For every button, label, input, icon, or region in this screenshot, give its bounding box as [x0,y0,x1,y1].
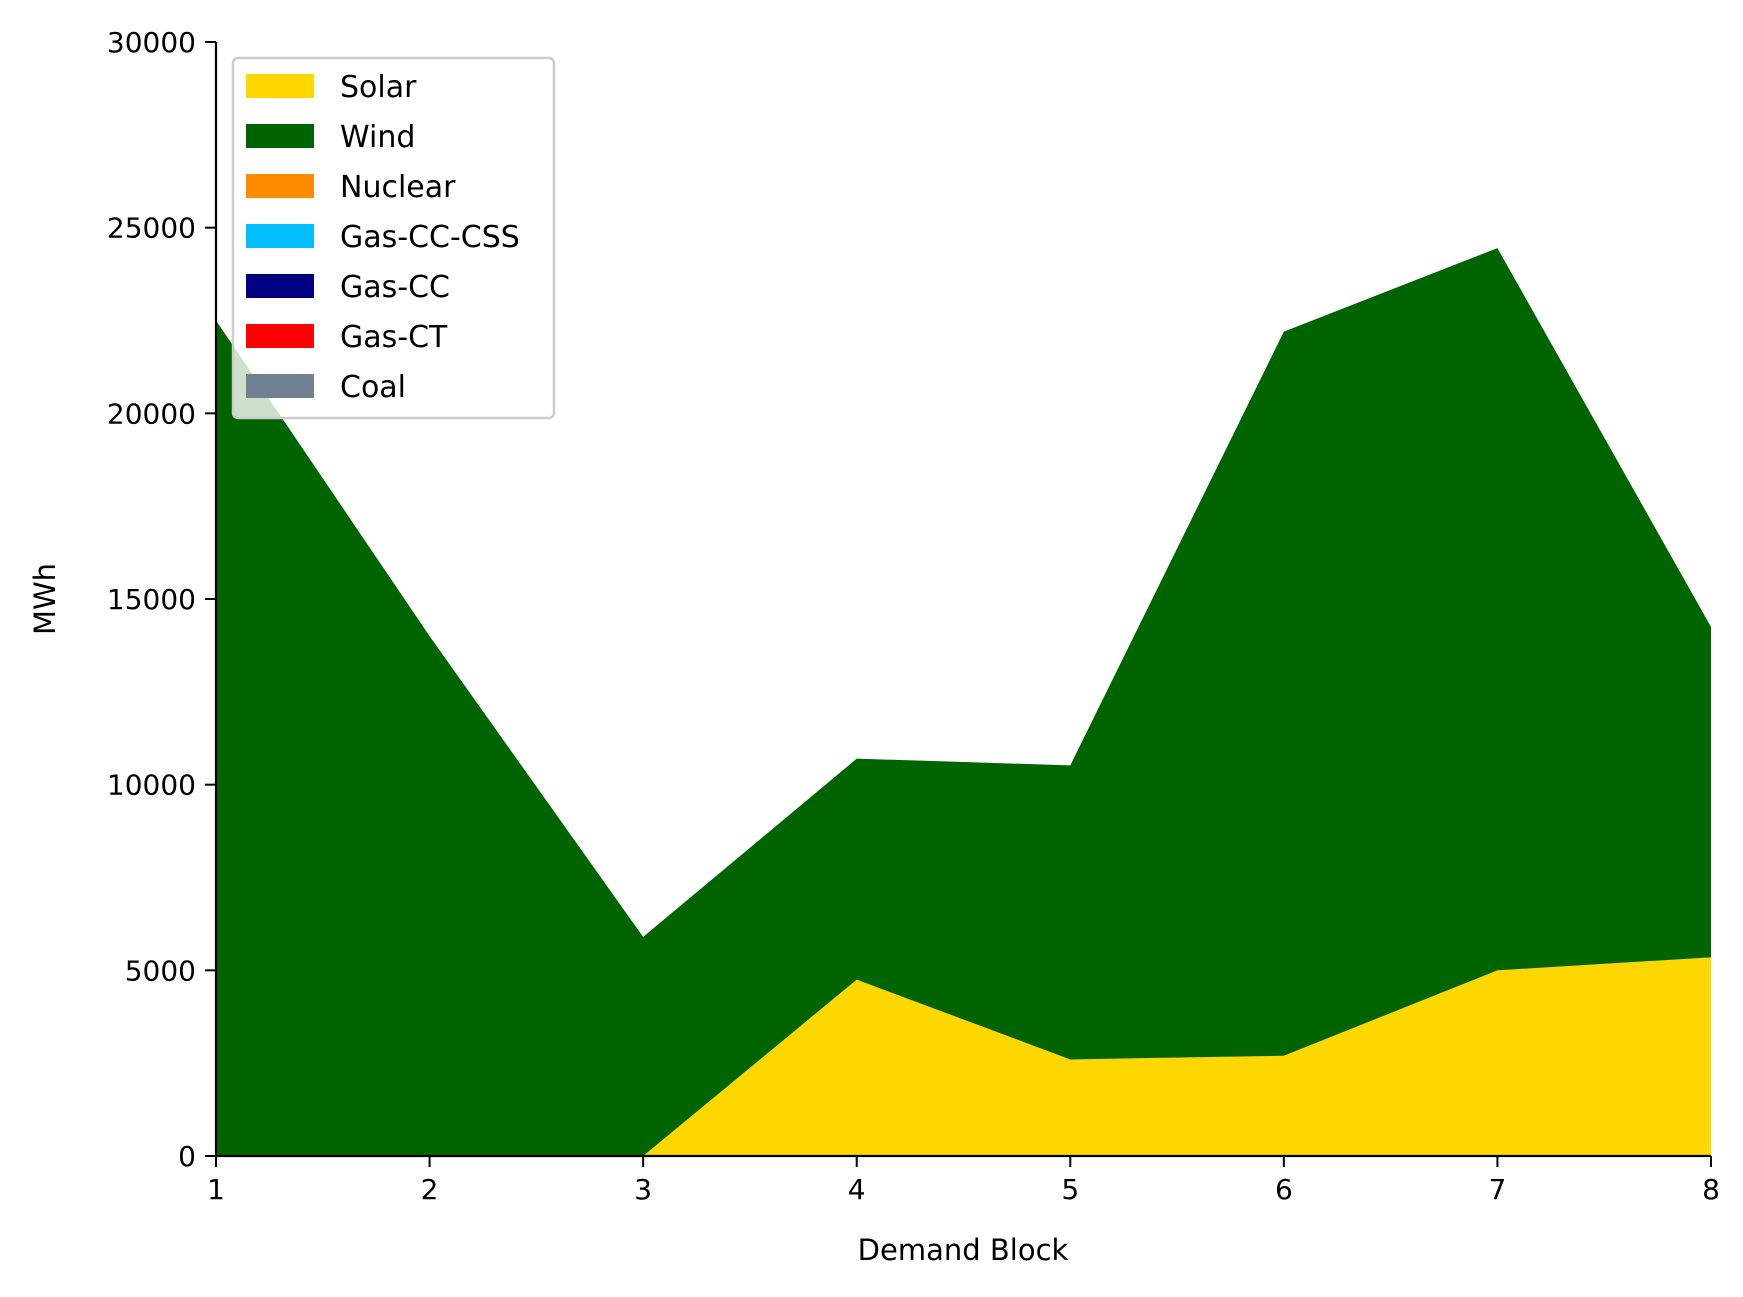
y-tick-label: 10000 [107,769,196,802]
legend-swatch-gas-cc-css [246,224,314,248]
y-tick-label: 20000 [107,397,196,430]
legend-swatch-nuclear [246,174,314,198]
y-tick-label: 15000 [107,583,196,616]
legend-swatch-gas-cc [246,274,314,298]
x-tick-label: 1 [207,1173,225,1206]
legend-label-gas-ct: Gas-CT [340,320,448,355]
x-tick-label: 5 [1061,1173,1079,1206]
area-wind [216,248,1711,1157]
areas-layer [216,248,1711,1157]
legend-label-coal: Coal [340,370,406,405]
y-tick-label: 0 [178,1140,196,1173]
x-tick-label: 6 [1275,1173,1293,1206]
legend-label-wind: Wind [340,120,415,155]
legend: Solar Wind Nuclear Gas-CC-CSS Gas-CC Gas-CT Co… [231,56,556,420]
legend-swatch-gas-ct [246,324,314,348]
y-ticks: 0 5000 10000 15000 20000 25000 30000 [107,26,216,1173]
y-axis-label: MWh [28,563,62,635]
legend-label-solar: Solar [340,70,417,105]
x-tick-label: 8 [1702,1173,1720,1206]
y-tick-label: 30000 [107,26,196,59]
x-tick-label: 2 [421,1173,439,1206]
legend-swatch-coal [246,374,314,398]
x-tick-label: 4 [848,1173,866,1206]
x-tick-label: 7 [1489,1173,1507,1206]
legend-label-nuclear: Nuclear [340,170,456,205]
x-tick-label: 3 [634,1173,652,1206]
legend-swatch-wind [246,124,314,148]
y-tick-label: 5000 [125,954,196,987]
x-axis-label: Demand Block [858,1233,1069,1267]
y-tick-label: 25000 [107,212,196,245]
legend-label-gas-cc-css: Gas-CC-CSS [340,220,520,255]
x-ticks: 1 2 3 4 5 6 7 8 [207,1156,1720,1206]
legend-swatch-solar [246,74,314,98]
area-solar [216,957,1711,1156]
legend-label-gas-cc: Gas-CC [340,270,450,305]
